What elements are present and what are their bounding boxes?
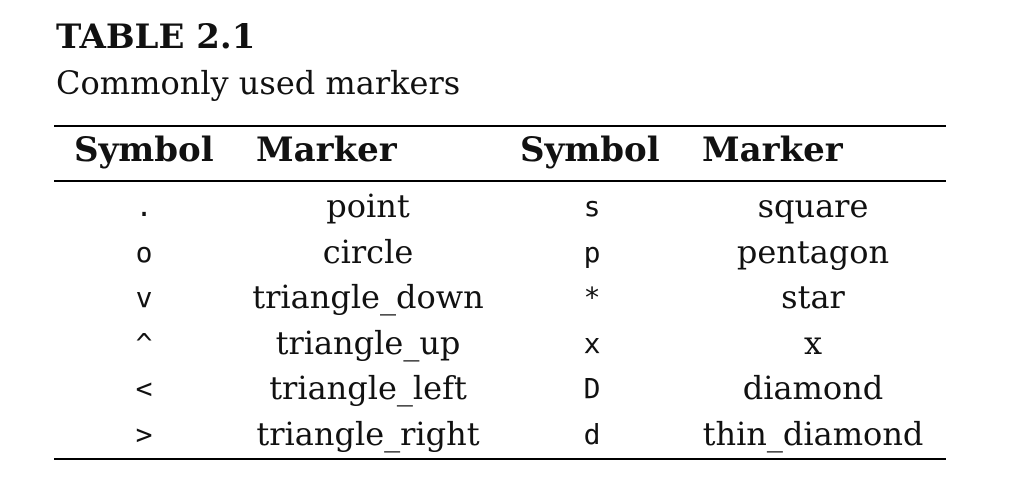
symbol-cell: *: [583, 281, 601, 315]
header-symbol-1: Symbol: [74, 130, 214, 170]
table-caption: Commonly used markers: [56, 64, 461, 102]
marker-cell: thin_diamond: [702, 414, 924, 453]
marker-cell: triangle_down: [252, 278, 484, 317]
marker-cell: circle: [322, 232, 414, 271]
marker-cell: point: [326, 187, 410, 225]
marker-cell: x: [803, 323, 823, 362]
marker-cell: pentagon: [736, 232, 890, 271]
marker-cell: triangle_up: [275, 323, 461, 362]
table-label: TABLE 2.1: [56, 17, 256, 57]
header-rule: [54, 180, 946, 182]
bottom-rule: [54, 458, 946, 460]
symbol-cell: s: [583, 190, 601, 223]
symbol-cell: D: [583, 372, 601, 406]
symbol-cell: >: [135, 417, 153, 451]
symbol-cell: x: [583, 326, 601, 360]
symbol-cell: p: [583, 235, 601, 269]
header-marker-1: Marker: [256, 130, 397, 170]
symbol-cell: <: [135, 372, 153, 406]
table-row: v triangle_down * star: [0, 275, 1020, 321]
symbol-cell: d: [583, 417, 601, 451]
marker-cell: triangle_right: [256, 414, 480, 453]
marker-cell: star: [781, 278, 845, 317]
table-row: < triangle_left D diamond: [0, 366, 1020, 412]
symbol-cell: ^: [135, 326, 153, 360]
table-body: . point s square o circle p pentagon v t…: [0, 184, 1020, 458]
marker-cell: square: [757, 187, 869, 225]
symbol-cell: o: [135, 235, 153, 269]
table-row: o circle p pentagon: [0, 230, 1020, 276]
marker-cell: diamond: [742, 369, 884, 408]
table-row: ^ triangle_up x x: [0, 321, 1020, 367]
top-rule: [54, 125, 946, 127]
header-symbol-2: Symbol: [520, 130, 660, 170]
table-row: > triangle_right d thin_diamond: [0, 412, 1020, 458]
symbol-cell: .: [135, 190, 153, 223]
marker-cell: triangle_left: [269, 369, 467, 408]
header-marker-2: Marker: [702, 130, 843, 170]
table-row: . point s square: [0, 184, 1020, 230]
symbol-cell: v: [135, 281, 153, 315]
